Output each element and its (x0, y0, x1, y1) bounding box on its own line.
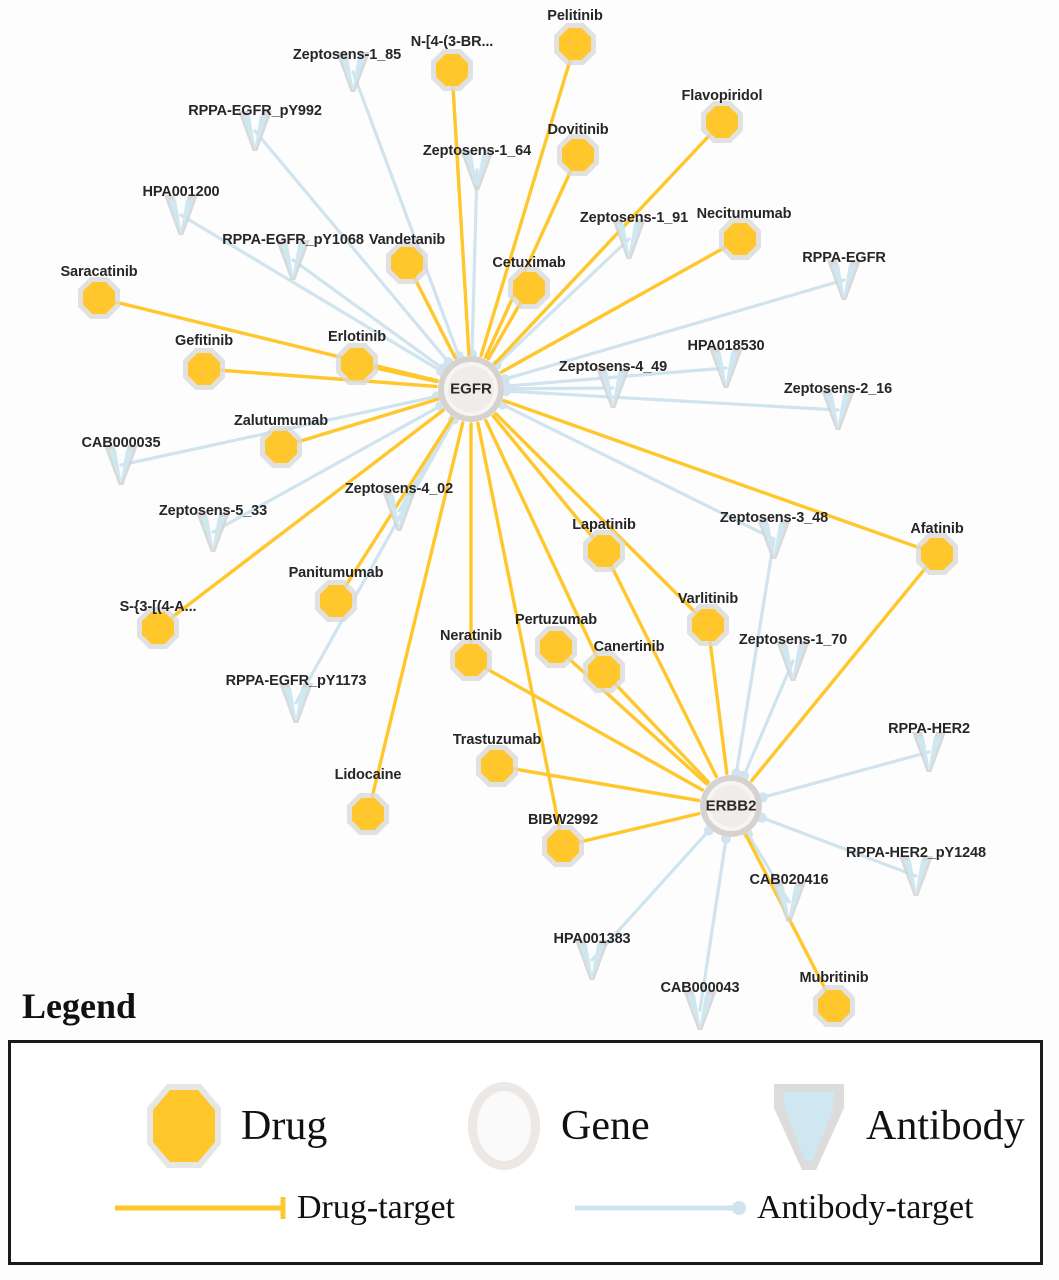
antibody-node[interactable] (279, 683, 313, 723)
antibody-node[interactable] (276, 240, 310, 280)
network-edge (483, 153, 580, 359)
drug-node[interactable] (535, 626, 577, 668)
antibody-node[interactable] (460, 150, 494, 190)
network-edge (561, 811, 701, 848)
drug-node[interactable] (557, 134, 599, 176)
antibody-node[interactable] (776, 641, 810, 681)
chevron-icon (774, 1084, 844, 1170)
ring-icon (468, 1082, 540, 1170)
drug-node[interactable] (554, 23, 596, 65)
legend-drug-target-edge: Drug-target (111, 1191, 455, 1225)
network-edge (479, 42, 577, 358)
legend-antibody-entry: Antibody (766, 1078, 1025, 1174)
drug-node[interactable] (476, 745, 518, 787)
legend-title: Legend (22, 986, 137, 1026)
network-edge (469, 658, 704, 792)
drug-node[interactable] (813, 985, 855, 1027)
network-edge (156, 408, 445, 630)
legend-drug-label: Drug (241, 1103, 328, 1149)
antibody-node[interactable] (827, 260, 861, 300)
drug-node[interactable] (701, 101, 743, 143)
network-edge (602, 670, 710, 784)
network-edge (97, 296, 439, 383)
network-nodes-layer[interactable] (0, 0, 1059, 1030)
legend-gene-label: Gene (561, 1103, 650, 1149)
drug-node[interactable] (719, 218, 761, 260)
legend-gene-entry: Gene (461, 1078, 650, 1174)
antibody-node[interactable] (196, 512, 230, 552)
network-edge (750, 552, 939, 783)
drug-node[interactable] (347, 793, 389, 835)
gene-node-label: ERBB2 (705, 797, 757, 815)
antibody-node[interactable] (683, 990, 717, 1030)
antibody-node[interactable] (238, 111, 272, 151)
legend-box: Drug Gene Antibody (8, 1040, 1043, 1265)
legend-drug-target-label: Drug-target (297, 1189, 455, 1226)
antibody-node[interactable] (575, 940, 609, 980)
antibody-node[interactable] (596, 368, 630, 408)
antibody-node[interactable] (772, 882, 806, 922)
antibody-node[interactable] (757, 519, 791, 559)
drug-node[interactable] (386, 242, 428, 284)
gene-node-label: EGFR (450, 380, 492, 398)
drug-node[interactable] (687, 604, 729, 646)
drug-node[interactable] (183, 348, 225, 390)
legend-drug-entry: Drug (141, 1078, 327, 1174)
network-edge (706, 623, 729, 775)
drug-node[interactable] (542, 825, 584, 867)
antibody-node[interactable] (164, 195, 198, 235)
network-edge (494, 411, 710, 627)
network-edge (476, 421, 565, 848)
antibody-target-edge-icon (575, 1201, 746, 1215)
antibody-node[interactable] (104, 445, 138, 485)
antibody-node[interactable] (912, 732, 946, 772)
network-edge (279, 397, 440, 449)
network-edge (495, 764, 701, 803)
drug-node[interactable] (583, 530, 625, 572)
legend-antibody-label: Antibody (866, 1103, 1025, 1149)
gene-node[interactable] (438, 356, 504, 422)
network-edge (491, 414, 606, 553)
legend-antibody-target-edge: Antibody-target (571, 1191, 974, 1225)
network-edge (554, 645, 709, 786)
antibody-node[interactable] (382, 491, 416, 531)
network-edge (502, 398, 939, 556)
antibody-node[interactable] (612, 219, 646, 259)
drug-node[interactable] (260, 426, 302, 468)
network-edge (484, 418, 606, 674)
antibody-node[interactable] (709, 348, 743, 388)
network-edge (602, 549, 718, 779)
gene-node[interactable] (700, 775, 762, 837)
network-edges-layer (97, 42, 939, 1012)
drug-node[interactable] (916, 533, 958, 575)
network-edge (366, 421, 465, 816)
drug-node[interactable] (336, 343, 378, 385)
network-graph-canvas[interactable]: Zeptosens-1_85 RPPA-EGFR_pY992 Zeptosens-1… (0, 0, 1059, 1030)
drug-node[interactable] (508, 267, 550, 309)
network-edge (499, 237, 742, 374)
drug-target-edge-icon (115, 1197, 286, 1219)
antibody-node[interactable] (899, 856, 933, 896)
network-edge (202, 367, 438, 389)
octagon-icon (147, 1084, 221, 1168)
drug-node[interactable] (583, 651, 625, 693)
legend-antibody-target-label: Antibody-target (757, 1189, 974, 1226)
network-edge (493, 120, 724, 366)
network-edge (450, 68, 471, 356)
drug-node[interactable] (315, 580, 357, 622)
legend: Legend Drug Gene (0, 985, 1059, 1280)
drug-node[interactable] (78, 277, 120, 319)
antibody-node[interactable] (336, 52, 370, 92)
drug-node[interactable] (450, 639, 492, 681)
antibody-node[interactable] (821, 390, 855, 430)
drug-node[interactable] (137, 607, 179, 649)
drug-node[interactable] (431, 49, 473, 91)
